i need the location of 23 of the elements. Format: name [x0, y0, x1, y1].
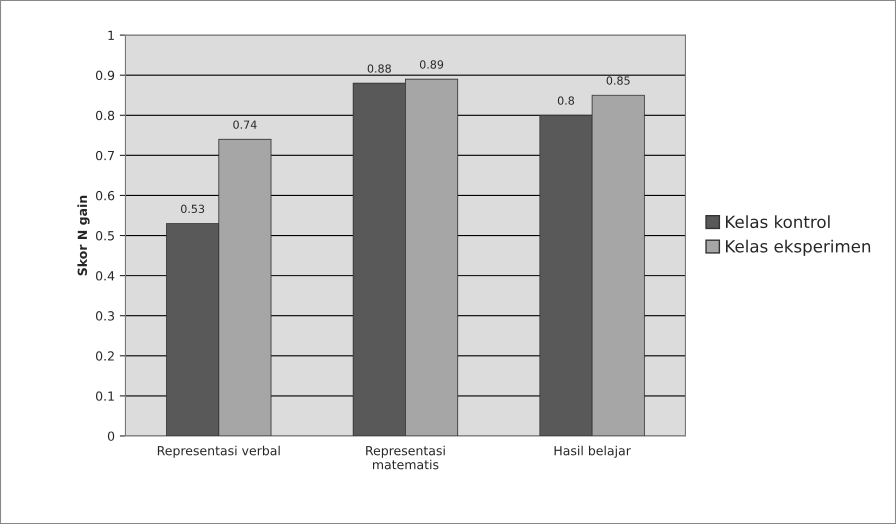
data-label: 0.88 — [368, 64, 391, 73]
y-tick-label: 0.8 — [96, 110, 114, 120]
x-tick-label: Representasi verbal — [158, 446, 280, 458]
y-tick-label: 0.1 — [96, 391, 114, 401]
y-tick-label: 0.2 — [96, 351, 114, 361]
y-tick-label: 0.7 — [96, 150, 114, 160]
y-axis-title: Skor N gain — [77, 196, 90, 276]
data-label: 0.53 — [181, 204, 204, 214]
legend-label: Kelas kontrol — [726, 215, 830, 228]
data-label: 0.8 — [558, 96, 574, 105]
data-label: 0.85 — [606, 76, 630, 85]
data-label: 0.74 — [233, 120, 257, 129]
x-tick-label: Hasil belajar — [554, 446, 631, 458]
y-tick-label: 0.6 — [96, 190, 114, 200]
y-tick-label: 0.4 — [96, 271, 114, 281]
x-tick-label: Representasi matematis — [366, 446, 445, 470]
y-tick-label: 0.5 — [96, 231, 114, 240]
y-tick-label: 0.3 — [96, 311, 114, 321]
data-label: 0.89 — [420, 60, 444, 69]
y-tick-label: 1 — [108, 30, 114, 40]
legend-label: Kelas eksperimen — [726, 240, 870, 256]
y-tick-label: 0 — [108, 431, 114, 441]
y-tick-label: 0.9 — [96, 70, 114, 80]
